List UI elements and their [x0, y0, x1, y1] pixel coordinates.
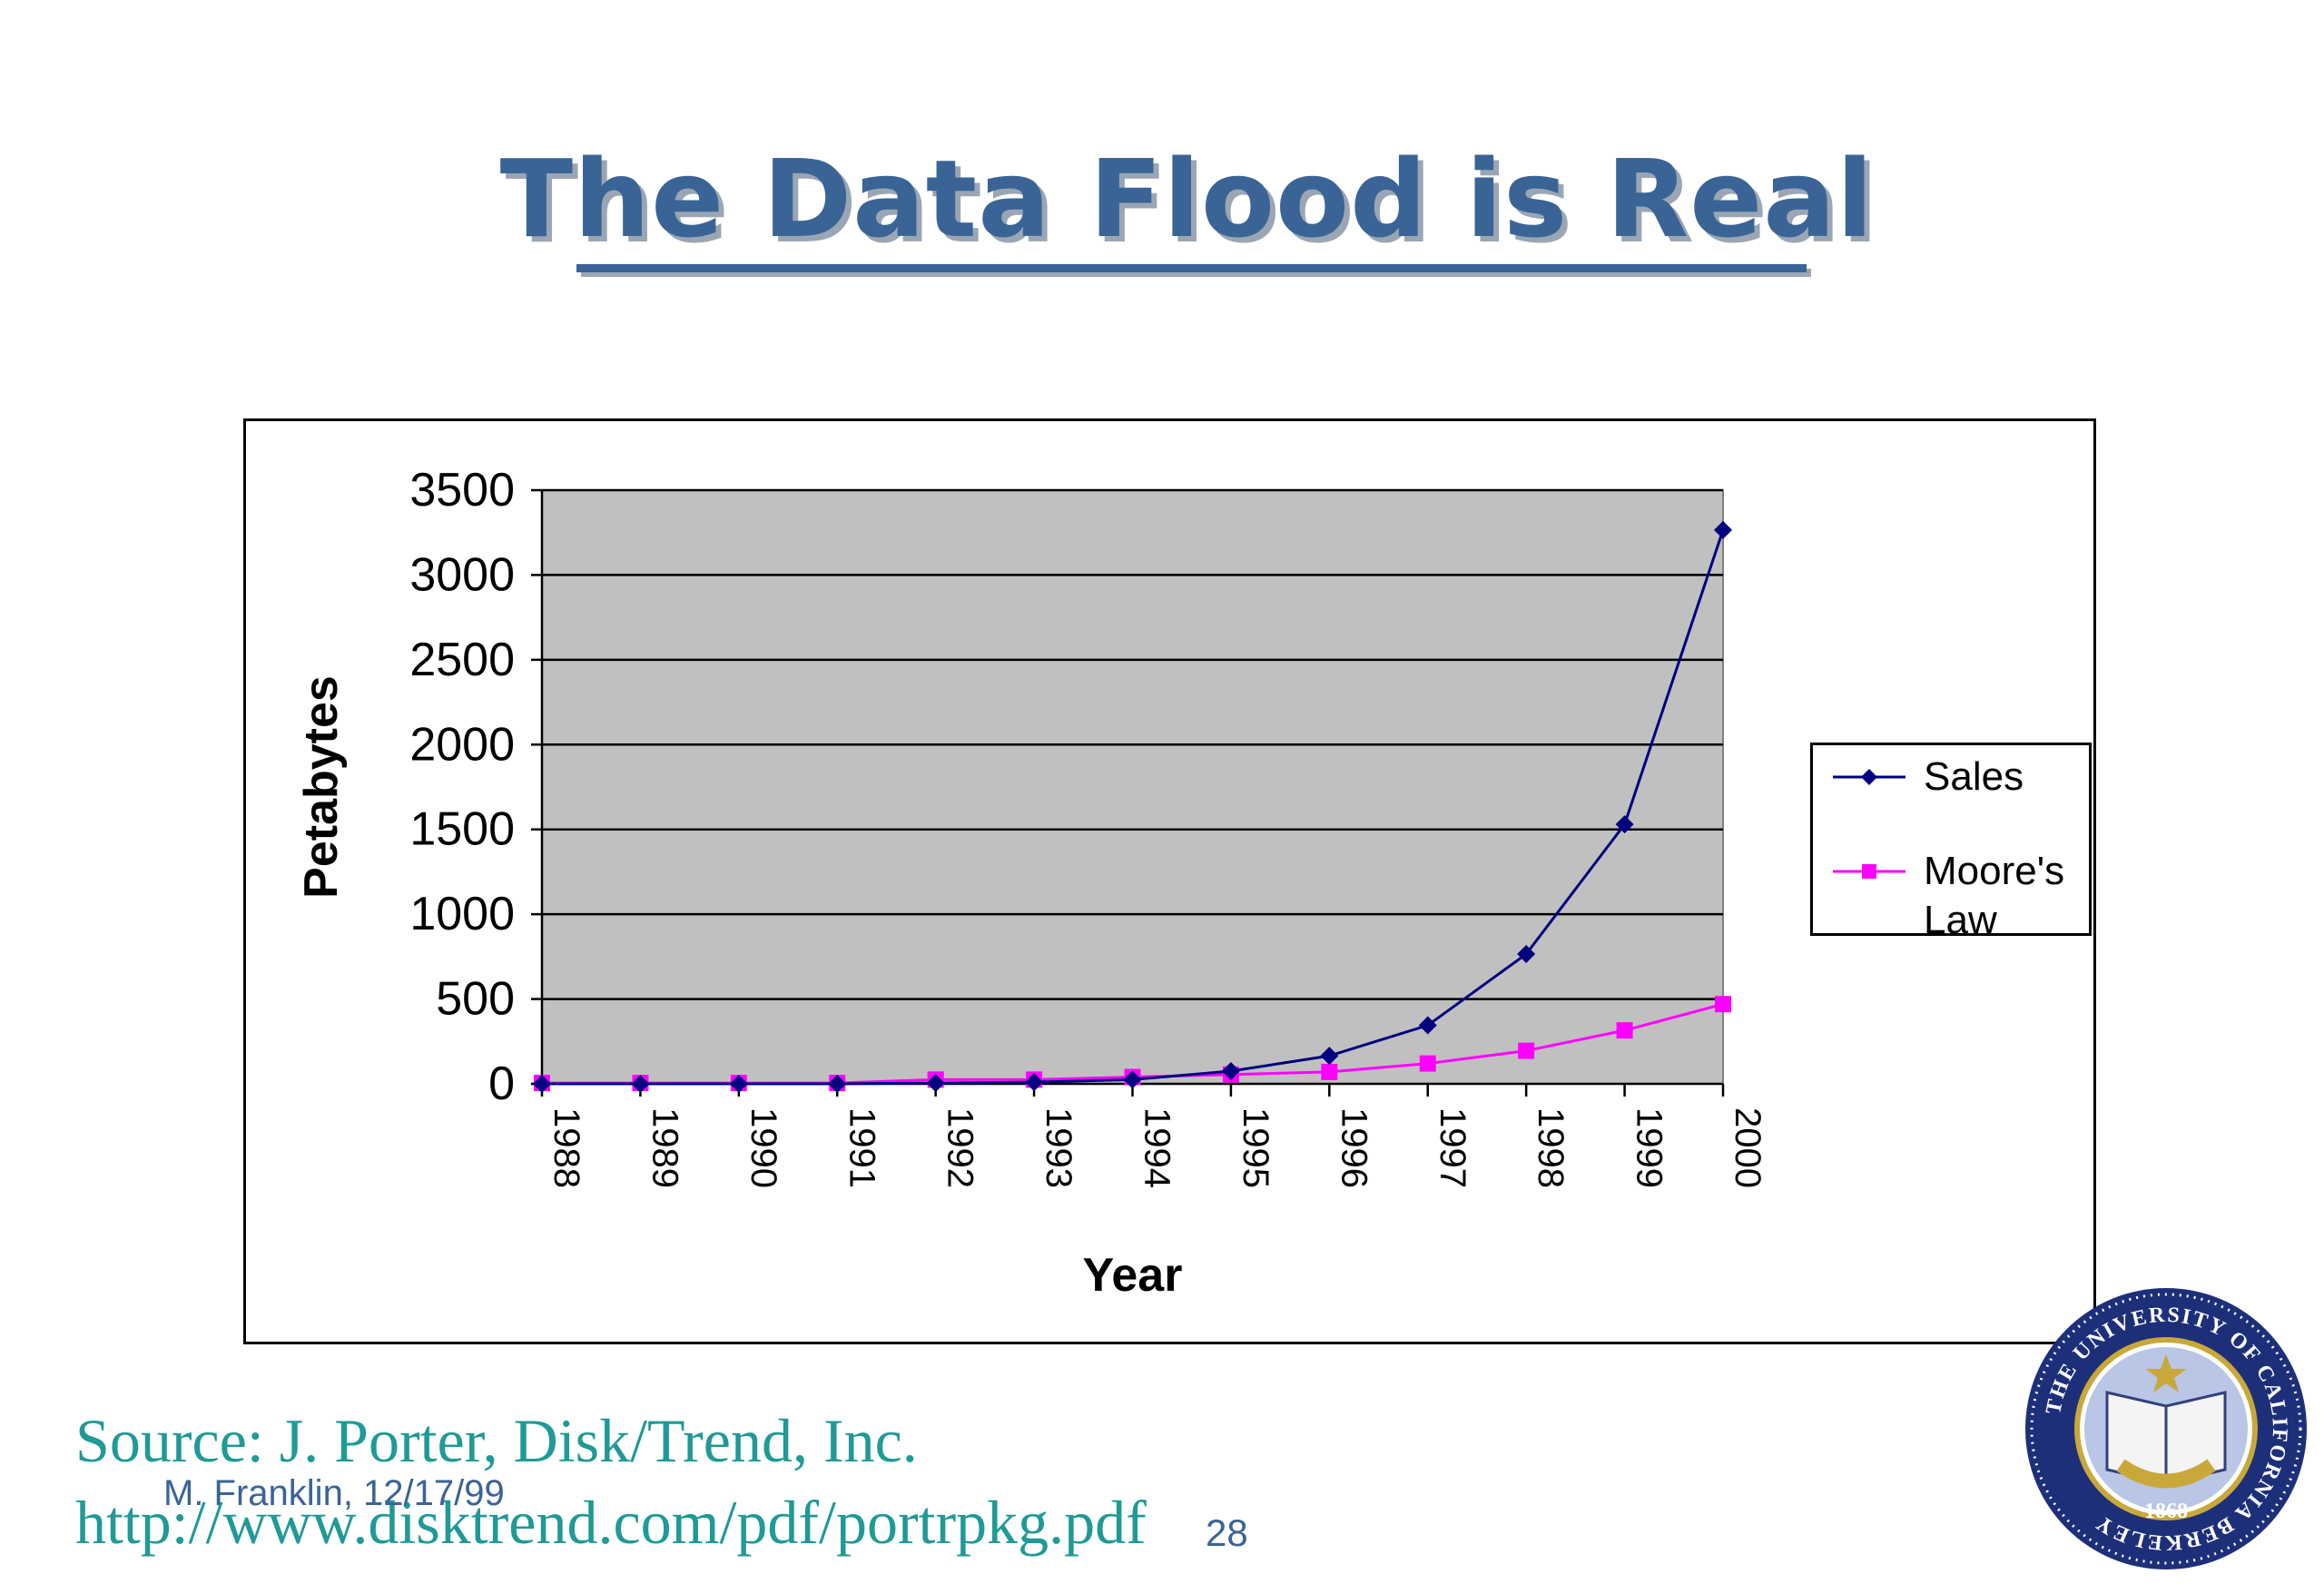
data-point-sales	[1221, 1061, 1240, 1080]
data-point-sales	[533, 1075, 551, 1093]
chart-frame: 0 500 1000 1500 2000 2500 3000 3500 1988 1989 1990…	[243, 418, 2096, 1344]
university-seal-icon: THE UNIVERSITY OF CALIFORNIA BERKELEY 18…	[2025, 1288, 2307, 1569]
line-chart: 0 500 1000 1500 2000 2500 3000 3500 1988 1989 1990…	[295, 464, 1768, 1302]
y-tick-label: 1000	[409, 888, 515, 940]
y-tick-label: 1500	[409, 803, 515, 856]
y-axis-title: Petabytes	[295, 675, 348, 899]
chart-legend: Sales Moore's Law	[1810, 743, 2092, 942]
x-tick-label: 2000	[1728, 1107, 1768, 1188]
source-citation: Source: J. Porter, Disk/Trend, Inc.	[75, 1406, 918, 1475]
x-tick-label: 1993	[1039, 1107, 1078, 1188]
data-point-moore-s-law	[1616, 1022, 1633, 1039]
data-point-sales	[1418, 1016, 1437, 1035]
data-point-sales	[1320, 1047, 1339, 1066]
source-url[interactable]: http://www.disktrend.com/pdf/portrpkg.pd…	[75, 1488, 1147, 1557]
data-point-sales	[1123, 1070, 1142, 1089]
x-tick-label: 1992	[940, 1107, 980, 1188]
x-tick-label: 1989	[645, 1107, 684, 1188]
legend-label-sales: Sales	[1924, 754, 2024, 799]
x-tick-label: 1994	[1137, 1107, 1177, 1188]
data-point-sales	[926, 1074, 945, 1093]
y-tick-label: 3000	[409, 548, 515, 601]
y-tick-label: 2500	[409, 634, 515, 686]
data-point-moore-s-law	[1518, 1042, 1535, 1059]
y-tick-label: 0	[488, 1058, 515, 1110]
data-point-sales	[1714, 520, 1732, 539]
y-tick-label: 500	[436, 973, 515, 1026]
legend-swatch-moores-law	[1833, 864, 1905, 879]
x-tick-label: 1999	[1630, 1107, 1669, 1188]
data-point-sales	[828, 1075, 847, 1093]
data-point-moore-s-law	[1419, 1055, 1436, 1072]
slide-title: The Data Flood is Real	[499, 136, 1875, 261]
seal-year: 1868	[2144, 1500, 2188, 1523]
x-tick-label: 1996	[1334, 1107, 1374, 1188]
data-point-moore-s-law	[1321, 1063, 1338, 1080]
data-point-sales	[631, 1075, 650, 1093]
x-tick-label: 1990	[743, 1107, 783, 1188]
data-point-sales	[1615, 815, 1634, 834]
footer-author: M. Franklin, 12/17/99	[163, 1473, 505, 1513]
data-point-sales	[729, 1075, 748, 1093]
legend-swatch-sales	[1833, 769, 1905, 785]
data-point-sales	[1517, 945, 1536, 964]
data-point-sales	[1025, 1073, 1044, 1092]
x-tick-label: 1995	[1236, 1107, 1275, 1188]
title-underline	[576, 264, 1807, 272]
legend-label-moores-law: Moore's Law	[1924, 849, 2065, 942]
data-point-moore-s-law	[1715, 996, 1731, 1013]
x-tick-label: 1998	[1531, 1107, 1571, 1188]
y-tick-label: 3500	[409, 464, 515, 517]
x-tick-label: 1997	[1433, 1107, 1472, 1188]
y-tick-label: 2000	[409, 718, 515, 771]
x-tick-label: 1988	[547, 1107, 586, 1188]
plot-area	[541, 489, 1724, 1085]
x-tick-label: 1991	[842, 1107, 881, 1188]
x-axis-title: Year	[1083, 1249, 1183, 1302]
page-number: 28	[1206, 1511, 1248, 1554]
